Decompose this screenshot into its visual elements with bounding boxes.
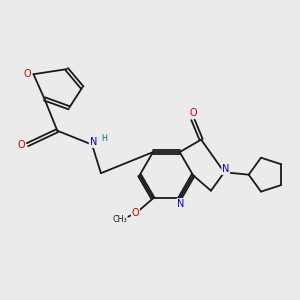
Text: H: H <box>102 134 107 143</box>
Text: N: N <box>222 164 230 174</box>
Text: O: O <box>23 69 31 79</box>
Text: O: O <box>132 208 139 218</box>
Text: CH₃: CH₃ <box>112 215 127 224</box>
Text: O: O <box>17 140 25 150</box>
Text: N: N <box>177 199 184 209</box>
Text: O: O <box>190 109 197 118</box>
Text: N: N <box>89 137 97 147</box>
